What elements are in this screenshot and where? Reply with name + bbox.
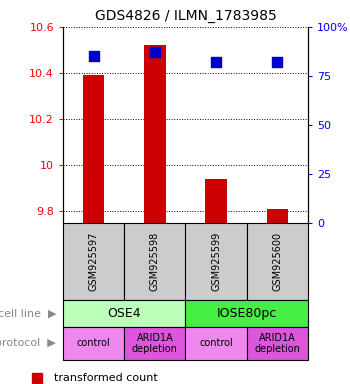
Bar [205, 179, 227, 223]
Point [274, 59, 280, 65]
Bar [267, 209, 288, 223]
Text: control: control [199, 338, 233, 349]
Bar [247, 223, 308, 300]
Bar [186, 300, 308, 327]
Bar [63, 223, 124, 300]
Text: IOSE80pc: IOSE80pc [217, 307, 277, 320]
Bar [124, 327, 186, 360]
Point [91, 53, 97, 59]
Text: transformed count: transformed count [54, 373, 158, 383]
Text: ARID1A
depletion: ARID1A depletion [254, 333, 300, 354]
Text: GSM925599: GSM925599 [211, 232, 221, 291]
Text: ARID1A
depletion: ARID1A depletion [132, 333, 178, 354]
Text: cell line  ▶: cell line ▶ [0, 308, 56, 318]
Bar [63, 300, 186, 327]
Title: GDS4826 / ILMN_1783985: GDS4826 / ILMN_1783985 [94, 9, 276, 23]
Point [213, 59, 219, 65]
Point [152, 49, 158, 55]
Bar [83, 75, 104, 223]
Point [35, 375, 40, 381]
Text: control: control [77, 338, 111, 349]
Bar [124, 223, 186, 300]
Text: GSM925600: GSM925600 [272, 232, 282, 291]
Text: GSM925597: GSM925597 [89, 232, 99, 291]
Text: GSM925598: GSM925598 [150, 232, 160, 291]
Bar [144, 45, 166, 223]
Bar [247, 327, 308, 360]
Bar [63, 327, 124, 360]
Bar [186, 223, 247, 300]
Text: protocol  ▶: protocol ▶ [0, 338, 56, 349]
Bar [186, 327, 247, 360]
Text: OSE4: OSE4 [107, 307, 141, 320]
